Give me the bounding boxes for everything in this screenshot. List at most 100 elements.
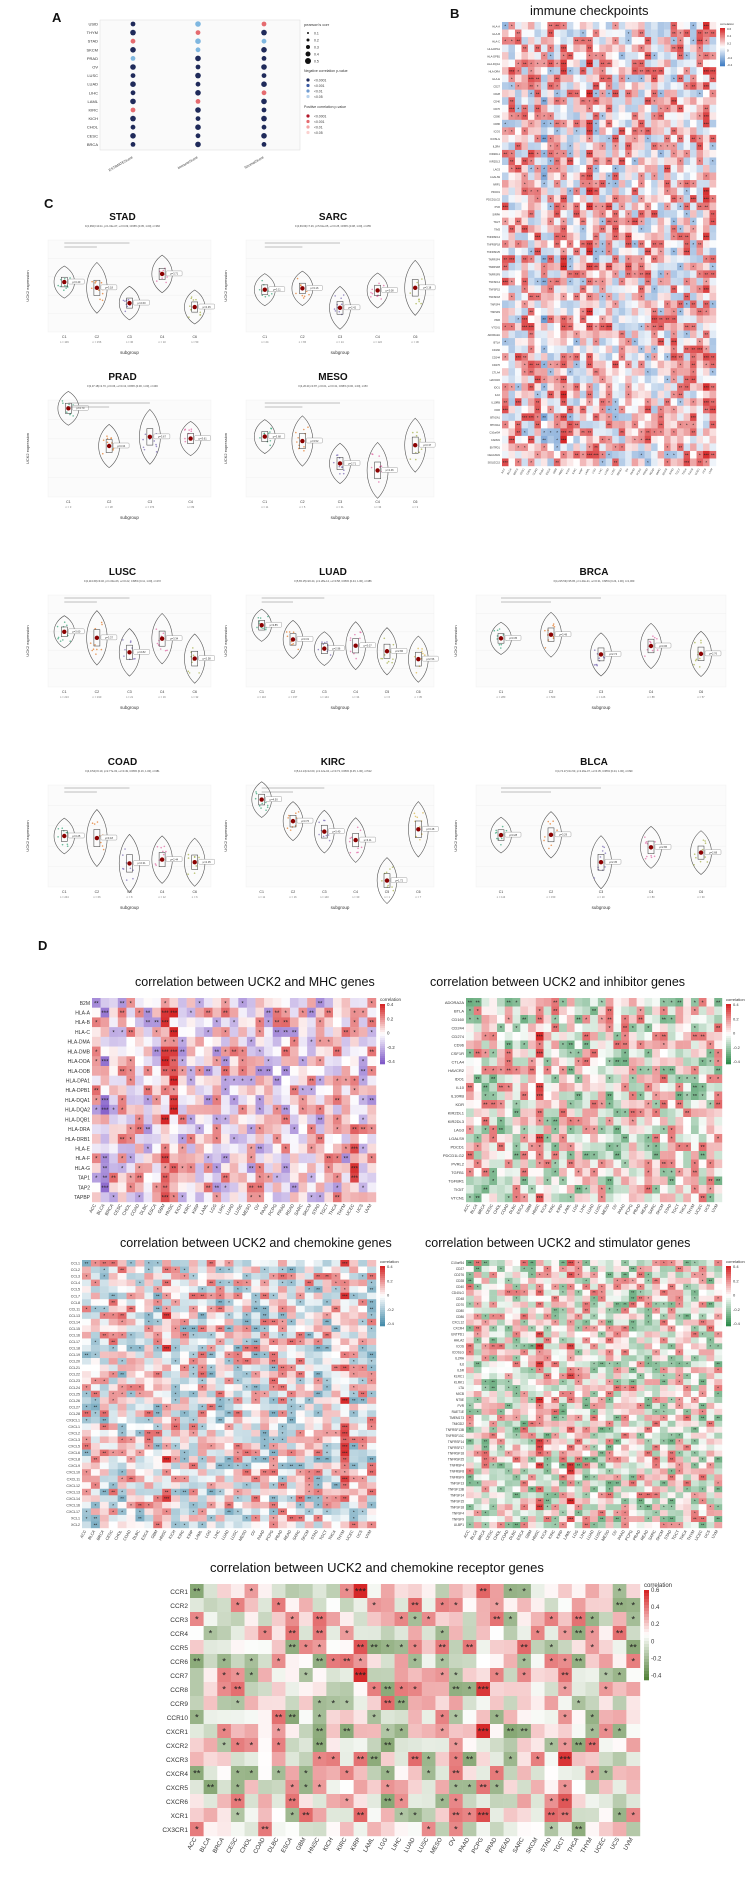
panelB-cell (560, 202, 568, 211)
panelB-cell (690, 59, 697, 68)
panelB-cell (638, 195, 645, 203)
violin-box (61, 626, 68, 637)
hmMHC-col-label: BLCA (96, 1203, 106, 1216)
panelB-cell (579, 22, 587, 30)
panelB-cell (521, 255, 529, 264)
hmMHC-cell (152, 1143, 162, 1154)
panelB-legend-tick: 0.2 (727, 41, 732, 45)
hmMHC-cell (229, 1075, 239, 1086)
hmMHC-cell (341, 1143, 351, 1154)
panelB-star: ** (711, 272, 715, 277)
panelB-star: * (712, 91, 714, 96)
panelB-star: ** (679, 355, 683, 360)
violin-shape (57, 390, 80, 426)
panelB-col-label: TGCT (674, 467, 681, 475)
violin-mean-dot (259, 623, 264, 628)
hmMHC-cell (178, 1163, 187, 1174)
hmINH-cell (621, 1006, 630, 1016)
panelB-cell (527, 217, 535, 226)
panelB-cell (566, 149, 574, 158)
hmMHC-cell (169, 1056, 179, 1067)
panelB-star: ** (575, 355, 579, 360)
panelB-star: ** (692, 325, 696, 330)
panelB-cell (579, 450, 587, 459)
panelB-cell (560, 443, 568, 452)
hmMHC-cell (238, 1163, 248, 1174)
panelB-cell (651, 285, 658, 294)
hmMHC-cell (264, 1124, 273, 1135)
panelB-star: * (504, 121, 506, 126)
panelB-cell (664, 74, 671, 83)
panelB-cell (508, 390, 516, 399)
panelB-legend-swatch (720, 31, 725, 34)
panelB-cell (521, 112, 529, 121)
violin-n-label: n = 3 (412, 505, 418, 509)
violin-mean-dot (159, 636, 165, 641)
panelB-star: ** (503, 264, 507, 269)
violin-point (165, 850, 167, 853)
panelB-cell (553, 180, 561, 188)
panelB-cell (625, 435, 632, 444)
panelB-cell (540, 149, 548, 158)
violin-point (409, 292, 412, 294)
mhc-title: correlation between UCK2 and MHC genes (135, 975, 375, 989)
violin-point (415, 434, 418, 437)
panelB-star: * (517, 460, 519, 465)
panelB-cell (696, 164, 704, 173)
panelB-cell (657, 59, 665, 68)
violin-mean-label: μ=3.76 (301, 819, 310, 823)
panelB-cell (651, 315, 658, 324)
panelB-cell (664, 435, 671, 444)
panelB-col-label: ESCA (544, 467, 551, 475)
panelB-cell (579, 413, 587, 422)
violin-group-label: C2 (107, 500, 112, 504)
panelB-cell (696, 262, 704, 271)
panelB-star: ** (627, 144, 631, 149)
panelB-cell (690, 262, 697, 271)
violin-point (392, 889, 395, 892)
panelB-cell (625, 104, 632, 113)
violin-point (123, 655, 125, 657)
hmMHC-cell (126, 1046, 136, 1057)
panelB-cell (521, 29, 529, 38)
panelB-star: * (641, 219, 643, 224)
panelB-cell (638, 420, 645, 429)
panelB-star: ** (555, 24, 559, 29)
hmMHC-star: * (95, 1098, 98, 1104)
panelB-cell (547, 74, 555, 83)
hmMHC-cell (324, 1172, 334, 1183)
panelB-cell (514, 112, 522, 121)
violin-mean-box (100, 834, 118, 841)
panelB-cell (677, 232, 684, 241)
hmINH-cell (481, 1006, 490, 1016)
violin-point (357, 851, 359, 854)
violin-mean-box (165, 856, 183, 862)
panelB-cell (599, 353, 606, 361)
panelB-cell (566, 375, 574, 384)
panelB-cell (521, 323, 529, 331)
hmMHC-cell (272, 1085, 282, 1096)
hmMHC-star: ** (283, 1050, 288, 1056)
panelB-cell (625, 315, 632, 324)
hmMHC-cell (92, 1066, 101, 1076)
panelB-star: *** (704, 400, 710, 405)
violin-shape (184, 837, 206, 887)
hmMHC-cell (289, 1056, 299, 1067)
violin-mean-dot (290, 818, 296, 824)
panelB-cell (625, 232, 632, 241)
violin-point (66, 843, 69, 846)
panel-a-bubble (195, 99, 201, 104)
violin-point (124, 648, 126, 651)
panelB-col-label: KICH (564, 467, 571, 474)
panelB-cell (696, 405, 704, 414)
panelB-row-label: TNFSF15 (489, 288, 501, 292)
panelB-star: ** (536, 400, 540, 405)
panel-a-bubble (195, 30, 201, 35)
hmMHC-cell (281, 1153, 291, 1164)
hmMHC-cell (315, 1095, 325, 1106)
panelB-cell (599, 285, 606, 294)
violin-point (142, 438, 144, 441)
violin-point (267, 615, 269, 618)
violin-point (269, 444, 272, 447)
hmMHC-star: *** (101, 1098, 109, 1104)
